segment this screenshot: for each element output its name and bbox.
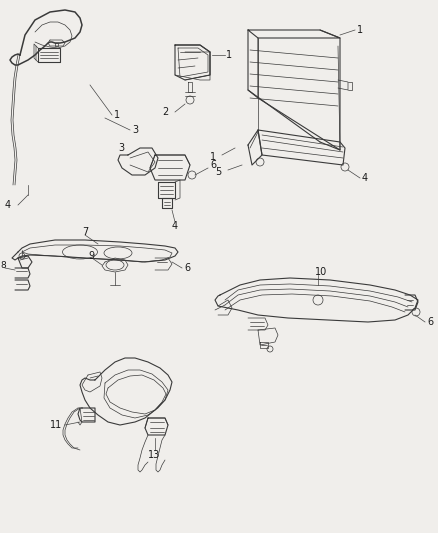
Text: 1: 1 xyxy=(226,50,232,60)
Text: 1: 1 xyxy=(210,152,216,162)
Text: 8: 8 xyxy=(0,262,6,271)
Text: 7: 7 xyxy=(82,227,88,237)
Text: 5: 5 xyxy=(215,167,221,177)
Text: 4: 4 xyxy=(172,221,178,231)
Text: 2: 2 xyxy=(162,107,168,117)
Text: 6: 6 xyxy=(184,263,190,273)
Text: 1: 1 xyxy=(357,25,363,35)
Text: 9: 9 xyxy=(88,251,94,261)
Text: 6: 6 xyxy=(210,160,216,170)
Text: 11: 11 xyxy=(50,420,62,430)
Text: 1: 1 xyxy=(114,110,120,120)
Text: 4: 4 xyxy=(5,200,11,210)
Text: 10: 10 xyxy=(315,267,327,277)
Text: 6: 6 xyxy=(427,317,433,327)
Text: 4: 4 xyxy=(362,173,368,183)
Text: 3: 3 xyxy=(118,143,124,153)
Text: 13: 13 xyxy=(148,450,160,460)
Text: 3: 3 xyxy=(132,125,138,135)
